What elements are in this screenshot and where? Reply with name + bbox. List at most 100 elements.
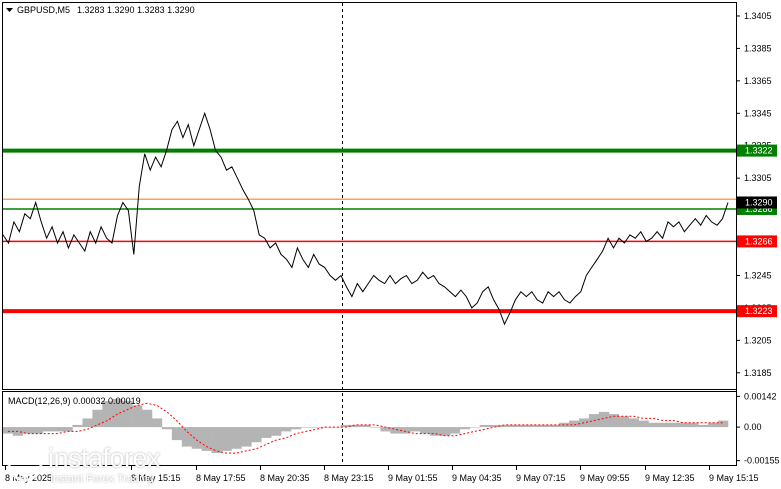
macd-bar xyxy=(191,427,202,449)
macd-bar xyxy=(678,422,689,428)
time-axis-ticks: 8 May 2025 8 May 15:15 8 May 17:55 8 May 20… xyxy=(5,466,759,483)
macd-bar xyxy=(221,427,232,451)
macd-bar xyxy=(519,424,530,428)
price-panel[interactable] xyxy=(2,2,737,390)
macd-bar xyxy=(579,418,590,428)
macd-tick-label: 0.00 xyxy=(744,422,762,432)
price-tick-label: 1.3385 xyxy=(744,43,772,53)
macd-bar xyxy=(439,427,451,436)
macd-bar xyxy=(72,424,83,428)
macd-bar xyxy=(350,424,361,428)
macd-bar xyxy=(281,427,292,432)
macd-bar xyxy=(479,424,490,428)
level-label-box xyxy=(737,235,777,248)
macd-bar xyxy=(618,416,629,428)
level-label-box xyxy=(737,144,777,157)
macd-bar xyxy=(142,409,153,428)
time-tick-label: 8 May 15:15 xyxy=(131,473,181,483)
price-tick-label: 1.3405 xyxy=(744,11,772,21)
current-price-box xyxy=(737,196,777,209)
price-tick-label: 1.3305 xyxy=(744,173,772,183)
macd-axis-ticks: 0.00142 0.00 -0.00155 xyxy=(736,391,780,466)
macd-bar xyxy=(300,427,312,428)
level-lines xyxy=(3,148,736,314)
price-tick-label: 1.3345 xyxy=(744,108,772,118)
macd-bar xyxy=(469,427,481,428)
macd-bar xyxy=(430,427,441,436)
macd-bar xyxy=(132,405,143,428)
macd-bar xyxy=(340,424,351,428)
macd-bar xyxy=(161,427,173,430)
price-tick-label: 1.3365 xyxy=(744,76,772,86)
level-label-text: 1.3266 xyxy=(745,236,773,246)
macd-signal-line xyxy=(8,402,723,454)
dropdown-triangle-icon[interactable] xyxy=(6,8,13,12)
macd-bar xyxy=(658,422,669,428)
macd-bar xyxy=(171,427,183,441)
macd-bar xyxy=(539,424,550,428)
macd-bar xyxy=(549,424,560,428)
macd-bar xyxy=(708,422,719,428)
macd-bar xyxy=(330,427,341,428)
level-label-text: 1.3286 xyxy=(745,204,773,214)
level-label-text: 1.3223 xyxy=(745,306,773,316)
symbol-label: GBPUSD,M5 xyxy=(17,5,70,15)
macd-bar xyxy=(32,427,44,434)
macd-bar xyxy=(102,401,113,428)
time-tick-label: 9 May 12:35 xyxy=(645,473,695,483)
macd-bar xyxy=(608,414,620,428)
macd-bar xyxy=(291,427,302,430)
macd-signal-polyline xyxy=(8,402,723,454)
time-tick-label: 8 May 2025 xyxy=(5,473,52,483)
macd-bar xyxy=(231,427,242,449)
macd-bar xyxy=(52,427,63,432)
macd-tick-label: -0.00155 xyxy=(744,456,780,466)
macd-bar xyxy=(420,427,431,434)
macd-bar xyxy=(241,427,252,447)
macd-bar xyxy=(628,418,639,428)
macd-bar xyxy=(251,427,262,443)
level-label-box xyxy=(737,305,777,318)
price-series xyxy=(2,111,729,326)
macd-bar xyxy=(668,422,679,428)
time-tick-label: 9 May 04:35 xyxy=(452,473,502,483)
macd-bar xyxy=(529,424,540,428)
macd-bar xyxy=(201,427,212,451)
macd-bar xyxy=(370,427,381,428)
macd-bar xyxy=(598,411,610,428)
current-price-label: 1.3290 xyxy=(745,197,773,207)
macd-tick-label: 0.00142 xyxy=(744,391,777,401)
price-tick-label: 1.3245 xyxy=(744,270,772,280)
macd-histogram xyxy=(3,398,729,454)
macd-bar xyxy=(569,420,580,428)
logo-name: instaforex xyxy=(48,443,161,473)
macd-bar xyxy=(718,420,729,428)
macd-bar xyxy=(82,418,93,428)
macd-bar xyxy=(310,427,322,428)
level-labels: 1.3322 1.3286 1.3266 1.3223 1.3290 xyxy=(737,144,777,318)
macd-bar xyxy=(489,424,500,428)
macd-bar xyxy=(22,427,34,434)
macd-bar xyxy=(648,422,659,428)
time-tick-label: 8 May 23:15 xyxy=(324,473,374,483)
macd-bar xyxy=(92,409,103,428)
macd-bar xyxy=(211,427,222,454)
macd-bar xyxy=(3,427,14,434)
logo-tagline: Instant Forex Trading xyxy=(50,473,154,485)
macd-bar xyxy=(400,427,411,434)
price-tick-label: 1.3205 xyxy=(744,335,772,345)
macd-bar xyxy=(151,418,163,428)
macd-bar xyxy=(499,424,510,428)
time-tick-label: 8 May 17:55 xyxy=(196,473,246,483)
time-tick-label: 9 May 15:15 xyxy=(709,473,759,483)
time-tick-label: 9 May 07:15 xyxy=(516,473,566,483)
time-tick-label: 9 May 09:55 xyxy=(580,473,630,483)
level-label-text: 1.3322 xyxy=(745,146,773,156)
macd-bar xyxy=(261,427,272,438)
macd-bar xyxy=(688,422,699,428)
macd-bar xyxy=(509,424,520,428)
macd-bar xyxy=(638,420,649,428)
instaforex-logo: instaforex Instant Forex Trading xyxy=(6,443,206,487)
ohlc-label: 1.3283 1.3290 1.3283 1.3290 xyxy=(77,5,195,15)
